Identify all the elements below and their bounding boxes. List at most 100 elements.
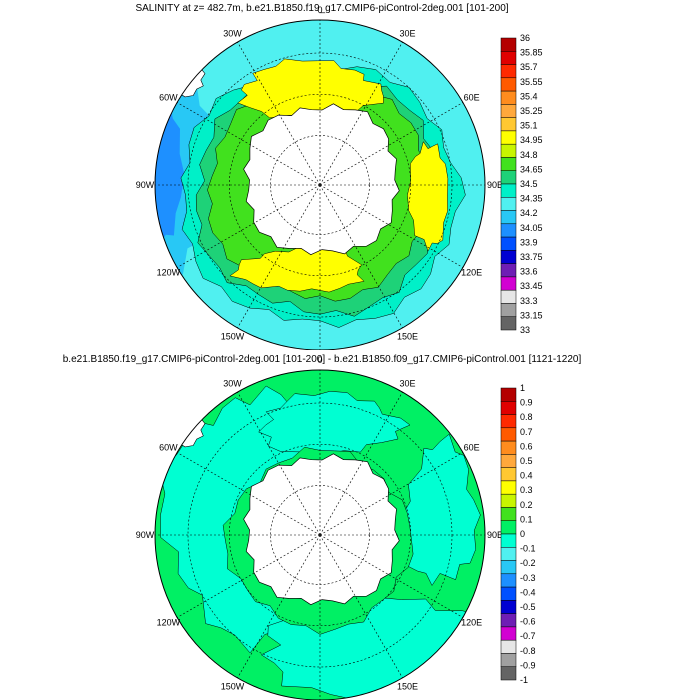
meridian-line — [319, 391, 403, 536]
colorbar-swatch — [500, 210, 517, 225]
colorbar-swatch — [500, 117, 517, 132]
longitude-label: 90E — [487, 530, 503, 540]
colorbar-label: 33.3 — [520, 296, 538, 306]
longitude-label: 0 — [317, 355, 322, 365]
meridian-line — [319, 534, 403, 679]
colorbar-label: 34.05 — [520, 223, 543, 233]
land-antarctica — [243, 103, 400, 256]
colorbar-label: 33.45 — [520, 281, 543, 291]
longitude-label: 60W — [159, 93, 178, 103]
colorbar-label: 34.65 — [520, 164, 543, 174]
colorbar-swatch — [500, 493, 517, 508]
longitude-label: 0 — [317, 5, 322, 15]
colorbar-swatch — [500, 533, 517, 548]
colorbar-swatch — [500, 414, 517, 429]
colorbar-swatch — [500, 197, 517, 211]
colorbar-label: 33 — [520, 325, 530, 335]
colorbar-swatch — [500, 507, 517, 522]
colorbar-swatch — [500, 387, 517, 402]
longitude-label: 90E — [487, 180, 503, 190]
latitude-circle — [228, 93, 412, 277]
colorbar-swatch — [500, 303, 517, 318]
colorbar-swatch — [500, 467, 517, 482]
longitude-label: 60E — [464, 443, 480, 453]
colorbar-swatch — [500, 236, 517, 251]
meridian-line — [176, 184, 321, 268]
colorbar-label: -0.7 — [520, 631, 536, 641]
longitude-label: 150W — [221, 332, 245, 342]
colorbar-label: 35.25 — [520, 106, 543, 116]
colorbar-label: 0.9 — [520, 398, 533, 408]
colorbar-label: 33.75 — [520, 252, 543, 262]
longitude-label: 150E — [397, 682, 418, 692]
colorbar-swatch — [500, 104, 517, 118]
colorbar-swatch — [500, 143, 517, 158]
colorbar-label: 36 — [520, 33, 530, 43]
field-negative-north — [258, 391, 411, 459]
colorbar-swatch — [500, 130, 517, 145]
meridian-line — [319, 534, 464, 618]
colorbar-label: 0.1 — [520, 514, 533, 524]
colorbar-label: 34.8 — [520, 150, 538, 160]
colorbar-swatch — [500, 157, 517, 172]
colorbar-label: 0.7 — [520, 427, 533, 437]
colorbar-label: 35.7 — [520, 62, 538, 72]
meridian-line — [176, 452, 321, 536]
meridian-line — [237, 184, 321, 329]
colorbar-swatch — [500, 183, 517, 198]
colorbar-swatch — [500, 573, 517, 588]
land-antarctica — [243, 453, 400, 606]
meridian-line — [176, 102, 321, 186]
colorbar-label: -0.3 — [520, 573, 536, 583]
colorbar-swatch — [500, 51, 517, 65]
colorbar-label: 33.6 — [520, 267, 538, 277]
colorbar-swatch — [500, 77, 517, 92]
meridian-line — [237, 391, 321, 536]
colorbar-swatch — [500, 626, 517, 641]
colorbar-swatch — [500, 586, 517, 601]
longitude-label: 30E — [399, 28, 415, 38]
colorbar-swatch — [500, 223, 517, 238]
longitude-label: 120W — [157, 268, 181, 278]
colorbar-swatch — [500, 401, 517, 415]
colorbar-label: -0.5 — [520, 602, 536, 612]
colorbar-label: 34.35 — [520, 194, 543, 204]
map-title-salinity: SALINITY at z= 482.7m, b.e21.B1850.f19_g… — [135, 3, 509, 14]
colorbar-swatch — [500, 613, 517, 628]
longitude-label: 90W — [136, 530, 155, 540]
difference-polar-map: 030E60E90E120E150E180150W120W90W60W30W10… — [136, 355, 536, 700]
colorbar-label: 35.85 — [520, 48, 543, 58]
longitude-label: 90W — [136, 180, 155, 190]
colorbar-swatch — [500, 520, 517, 535]
colorbar-label: -1 — [520, 675, 528, 685]
meridian-line — [319, 41, 403, 186]
salinity-polar-map: 030E60E90E120E150E180150W120W90W60W30W36… — [136, 5, 543, 350]
colorbar-label: 0.6 — [520, 441, 533, 451]
colorbar-swatch — [500, 560, 517, 575]
colorbar-swatch — [500, 427, 517, 442]
longitude-label: 60W — [159, 443, 178, 453]
colorbar-label: 35.55 — [520, 77, 543, 87]
meridian-line — [319, 102, 464, 186]
colorbar-label: -0.1 — [520, 544, 536, 554]
map-title-difference: b.e21.B1850.f19_g17.CMIP6-piControl-2deg… — [62, 354, 582, 365]
map-border — [154, 369, 486, 700]
map-field — [155, 370, 485, 700]
colorbar-label: 34.95 — [520, 135, 543, 145]
meridian-line — [319, 184, 464, 268]
colorbar-label: 34.2 — [520, 208, 538, 218]
colorbar-swatch — [500, 64, 517, 79]
colorbar-label: 0.4 — [520, 471, 533, 481]
map-border — [154, 19, 486, 350]
patch-high-east — [407, 141, 449, 252]
colorbar-swatch — [500, 289, 517, 304]
colorbar-swatch — [500, 440, 517, 455]
longitude-label: 30W — [223, 28, 242, 38]
colorbar-label: -0.4 — [520, 587, 536, 597]
colorbar-label: 35.1 — [520, 121, 538, 131]
colorbar-label: -0.9 — [520, 660, 536, 670]
colorbar-label: 35.4 — [520, 91, 538, 101]
colorbar-label: -0.8 — [520, 646, 536, 656]
colorbar-swatch — [500, 454, 517, 468]
longitude-label: 30E — [399, 378, 415, 388]
